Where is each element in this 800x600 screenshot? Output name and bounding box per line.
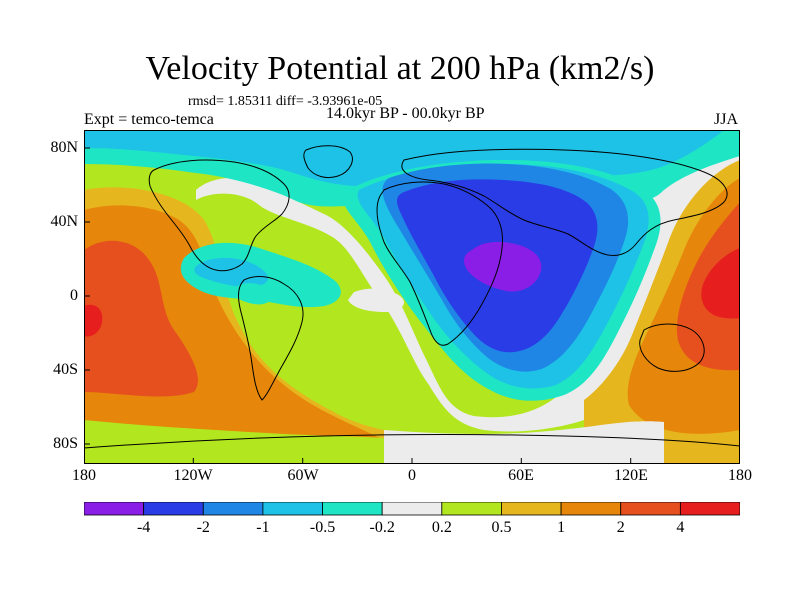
lon-label: 180 <box>728 467 752 484</box>
lon-label: 0 <box>408 467 416 484</box>
lon-label: 60W <box>287 467 319 484</box>
contour-neg4-africa <box>464 241 542 292</box>
contour-pos02-south <box>84 420 384 464</box>
colorbar-box <box>501 502 562 516</box>
contour-zero-midatlantic <box>348 288 405 312</box>
colorbar <box>84 502 740 516</box>
colorbar-box <box>84 502 145 516</box>
coast-africa <box>376 181 503 346</box>
colorbar-box <box>560 502 622 516</box>
coast-south-america <box>238 276 304 401</box>
period-label: 14.0kyr BP - 00.0kyr BP <box>326 105 485 122</box>
colorbar-label: 1 <box>557 519 566 536</box>
coast-eurasia <box>401 148 728 257</box>
lat-label: 40S <box>53 361 78 378</box>
contour-neg02-gulf <box>233 283 272 305</box>
lon-label: 120W <box>173 467 213 484</box>
velocity-potential-map <box>84 130 740 464</box>
contour-zero-south <box>384 421 664 464</box>
lat-label: 80S <box>53 435 78 452</box>
rmsd-diff-text: rmsd= 1.85311 diff= -3.93961e-05 <box>188 94 383 109</box>
colorbar-box <box>620 502 681 516</box>
lat-ticks <box>84 147 90 445</box>
colorbar-box <box>202 502 264 516</box>
contour-pos4-east <box>701 248 740 319</box>
experiment-label: Expt = temco-temca <box>84 111 214 128</box>
coast-greenland <box>303 145 353 179</box>
colorbar-label: 0.2 <box>431 519 452 536</box>
lat-label: 80N <box>50 139 78 156</box>
lat-label: 0 <box>70 287 78 304</box>
coast-australia <box>639 323 705 372</box>
lon-label: 180 <box>72 467 96 484</box>
contour-pos-4-west <box>84 304 103 337</box>
colorbar-box <box>262 502 323 516</box>
colorbar-label: -1 <box>256 519 270 536</box>
coast-north-america <box>148 159 290 272</box>
coastlines <box>84 145 740 449</box>
colorbar-box <box>679 502 740 516</box>
lat-label: 40N <box>50 213 78 230</box>
contour-pos-2-west <box>84 240 198 397</box>
contour-neg05-pacific <box>194 257 269 288</box>
chart-title: Velocity Potential at 200 hPa (km2/s) <box>145 50 655 87</box>
colorbar-label: -4 <box>136 519 151 536</box>
lon-label: 120E <box>614 467 648 484</box>
colorbar-box <box>381 502 443 516</box>
colorbar-label: -0.5 <box>309 519 336 536</box>
colorbar-box <box>143 502 204 516</box>
colorbar-label: 2 <box>616 519 625 536</box>
lon-ticks <box>84 458 740 464</box>
season-label: JJA <box>714 111 739 128</box>
colorbar-label: -0.2 <box>369 519 395 536</box>
colorbar-label: -2 <box>196 519 210 536</box>
colorbar-box <box>441 502 502 516</box>
coast-antarctica <box>84 434 740 449</box>
contour-pos-1-west <box>84 205 384 464</box>
colorbar-label: 0.5 <box>491 519 512 536</box>
colorbar-box <box>322 502 383 516</box>
lon-label: 60E <box>508 467 534 484</box>
colorbar-label: 4 <box>676 519 685 536</box>
